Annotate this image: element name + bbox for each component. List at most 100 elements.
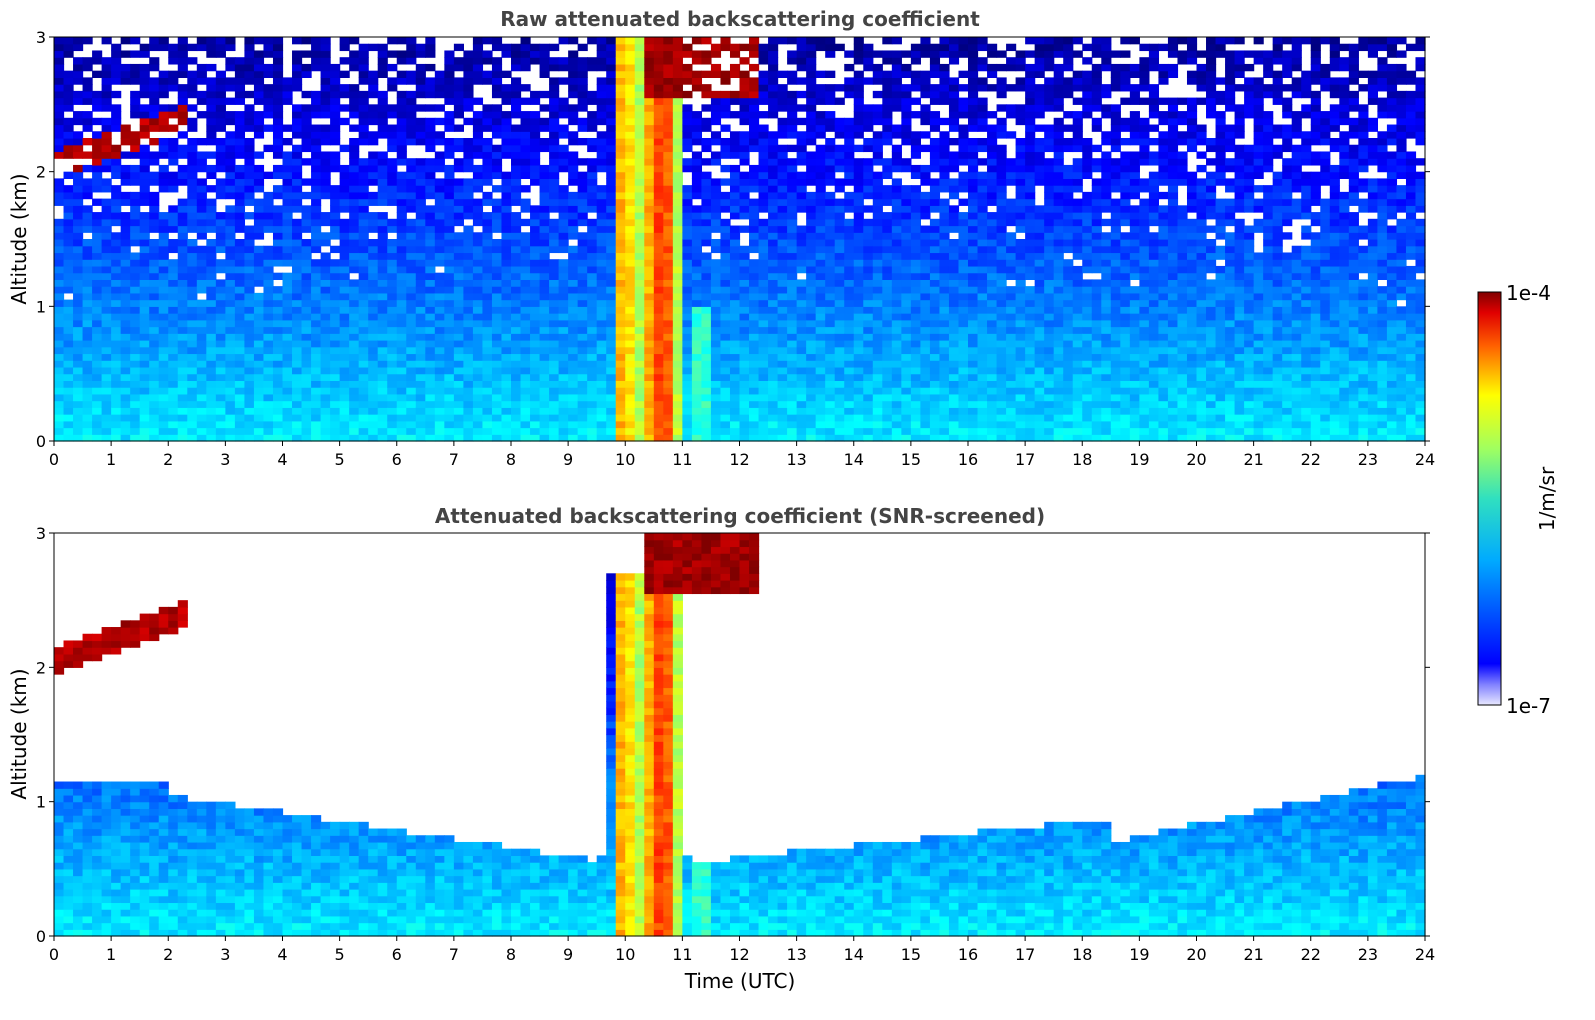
heatmap-cell [111, 185, 122, 193]
heatmap-cell [691, 292, 703, 301]
heatmap-cell [406, 171, 417, 179]
heatmap-cell [796, 151, 807, 159]
heatmap-cell [472, 63, 484, 72]
heatmap-cell [511, 387, 522, 395]
heatmap-cell [253, 387, 265, 395]
heatmap-cell [634, 70, 645, 78]
heatmap-cell [358, 131, 369, 139]
heatmap-cell [139, 333, 150, 341]
heatmap-cell [196, 333, 207, 341]
heatmap-cell [320, 43, 331, 52]
heatmap-cell [425, 104, 436, 112]
heatmap-cell [73, 252, 84, 260]
heatmap-cell [206, 286, 217, 294]
heatmap-cell [387, 319, 398, 328]
heatmap-cell [596, 400, 607, 408]
heatmap-cell [844, 286, 855, 294]
heatmap-cell [491, 407, 503, 415]
heatmap-cell [225, 117, 236, 126]
heatmap-cell [215, 333, 226, 341]
heatmap-cell [910, 70, 921, 78]
heatmap-cell [682, 319, 693, 328]
heatmap-cell [63, 84, 74, 92]
heatmap-cell [844, 63, 855, 72]
heatmap-cell [663, 265, 674, 274]
heatmap-cell [330, 104, 341, 112]
heatmap-cell [520, 117, 531, 126]
heatmap-cell [691, 205, 703, 213]
heatmap-cell [568, 434, 579, 442]
heatmap-cell [663, 77, 674, 85]
heatmap-cell [377, 111, 388, 119]
heatmap-cell [282, 151, 293, 159]
heatmap-cell [292, 205, 303, 213]
heatmap-cell [853, 313, 864, 321]
heatmap-cell [482, 218, 493, 227]
heatmap-cell [263, 353, 274, 361]
heatmap-cell [863, 346, 874, 355]
heatmap-cell [196, 313, 207, 321]
heatmap-cell [777, 232, 788, 240]
heatmap-cell [73, 111, 84, 119]
heatmap-cell [377, 232, 388, 240]
heatmap-cell [320, 373, 331, 381]
heatmap-cell [872, 138, 883, 146]
heatmap-cell [806, 178, 817, 186]
heatmap-cell [530, 265, 541, 274]
heatmap-cell [749, 434, 760, 442]
heatmap-cell [73, 393, 84, 402]
heatmap-cell [111, 292, 122, 301]
heatmap-cell [920, 279, 931, 287]
heatmap-cell [177, 232, 188, 240]
heatmap-cell [691, 131, 703, 139]
heatmap-cell [434, 420, 445, 429]
heatmap-cell [444, 265, 455, 274]
heatmap-cell [615, 393, 626, 402]
heatmap-cell [815, 346, 826, 355]
heatmap-cell [720, 427, 731, 435]
heatmap-cell [358, 420, 369, 429]
heatmap-cell [758, 57, 769, 65]
heatmap-cell [320, 427, 331, 435]
heatmap-cell [453, 97, 464, 105]
heatmap-cell [691, 191, 703, 200]
heatmap-cell [406, 164, 417, 173]
heatmap-cell [511, 198, 522, 206]
heatmap-cell [758, 286, 769, 294]
heatmap-cell [844, 319, 855, 328]
heatmap-cell [472, 387, 484, 395]
heatmap-cell [120, 77, 131, 85]
heatmap-cell [272, 400, 284, 408]
heatmap-cell [882, 400, 893, 408]
heatmap-cell [92, 380, 103, 388]
heatmap-cell [587, 272, 598, 280]
heatmap-cell [415, 239, 426, 247]
heatmap-cell [825, 373, 836, 381]
heatmap-cell [929, 292, 941, 301]
heatmap-cell [577, 279, 588, 287]
heatmap-cell [720, 97, 731, 105]
heatmap-cell [158, 43, 169, 52]
heatmap-cell [606, 164, 617, 173]
heatmap-cell [939, 259, 950, 267]
heatmap-cell [301, 191, 312, 200]
heatmap-cell [482, 346, 493, 355]
heatmap-cell [54, 151, 65, 159]
heatmap-cell [358, 117, 369, 126]
heatmap-cell [187, 138, 198, 146]
heatmap-cell [872, 333, 883, 341]
heatmap-cell [539, 373, 550, 381]
heatmap-cell [472, 353, 484, 361]
heatmap-cell [396, 212, 407, 220]
heatmap-cell [282, 171, 293, 179]
heatmap-cell [549, 259, 560, 267]
heatmap-cell [625, 380, 636, 388]
heatmap-cell [149, 434, 160, 442]
heatmap-cell [120, 319, 131, 328]
heatmap-cell [606, 117, 617, 126]
heatmap-cell [929, 313, 941, 321]
heatmap-cell [425, 225, 436, 233]
heatmap-cell [558, 124, 569, 132]
heatmap-cell [787, 205, 798, 213]
heatmap-cell [501, 333, 512, 341]
